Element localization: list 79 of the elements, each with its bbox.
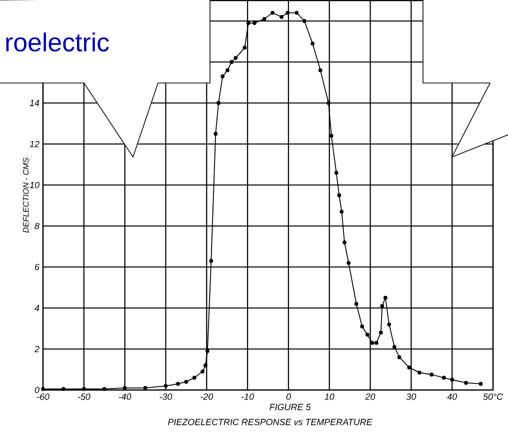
x-tick-label: 20 (365, 394, 376, 400)
point (209, 258, 214, 263)
y-tick-label: 12 (30, 140, 40, 148)
point (143, 386, 148, 390)
x-tick-label: 10 (324, 394, 334, 400)
point (417, 370, 422, 375)
y-tick-label: 4 (34, 304, 40, 312)
x-tick-label: -10 (242, 394, 254, 400)
point (252, 21, 256, 25)
point (214, 132, 218, 136)
x-tick-label: 40 (447, 394, 458, 400)
point (102, 387, 106, 391)
point (430, 372, 434, 377)
point (450, 378, 454, 382)
point (82, 387, 86, 391)
x-tick-label: -30 (160, 394, 172, 400)
y-tick-label: 14 (30, 100, 40, 106)
point (374, 340, 378, 345)
point (407, 366, 412, 370)
y-tick-label: 6 (34, 264, 40, 270)
x-tick-label: -40 (118, 394, 132, 400)
point (387, 322, 392, 326)
annotation: roelectric (6, 32, 109, 52)
point (230, 60, 234, 64)
point (176, 382, 180, 386)
point (242, 46, 247, 50)
point (41, 387, 45, 391)
point (203, 363, 208, 368)
point (280, 14, 284, 19)
point (318, 68, 322, 72)
point (216, 101, 220, 105)
point (365, 332, 370, 337)
point (234, 56, 238, 60)
y-tick-label: 10 (30, 182, 40, 188)
point (360, 324, 364, 328)
text: FIGURE 5 (270, 404, 311, 410)
point (442, 376, 446, 380)
point (334, 170, 338, 175)
point (294, 10, 299, 15)
point (220, 74, 225, 78)
text: PIEZOELECTRIC RESPONSE vs TEMPERATURE (168, 418, 372, 426)
y-tick-label: 0 (34, 386, 40, 394)
point (122, 386, 127, 390)
point (192, 376, 196, 380)
point (380, 304, 384, 308)
point (326, 101, 330, 105)
point (286, 10, 290, 15)
x-tick-label: 30 (406, 394, 416, 400)
point (397, 355, 402, 360)
point (226, 68, 230, 72)
point (378, 330, 383, 335)
point (310, 42, 315, 46)
point (270, 10, 274, 15)
point (392, 345, 396, 349)
x-tick-label: 50°C (483, 394, 504, 400)
point (346, 260, 351, 265)
point (164, 384, 168, 388)
x-tick-label: -60 (36, 394, 50, 400)
point (370, 340, 374, 345)
point (302, 19, 306, 23)
x-tick-label: -20 (200, 394, 214, 400)
point (340, 210, 344, 214)
point (329, 134, 334, 138)
point (62, 387, 66, 391)
point (200, 370, 204, 374)
point (464, 380, 468, 385)
point (262, 17, 266, 21)
point (478, 382, 483, 386)
point (206, 349, 210, 353)
x-tick-label: -50 (78, 394, 90, 400)
point (246, 21, 250, 25)
point (354, 302, 358, 306)
point (337, 193, 342, 198)
y-tick-label: 2 (34, 346, 40, 352)
point (184, 380, 188, 384)
y-tick-label: 8 (34, 222, 40, 230)
point (342, 240, 346, 244)
x-tick-label: 0 (286, 394, 291, 400)
point (383, 296, 388, 300)
